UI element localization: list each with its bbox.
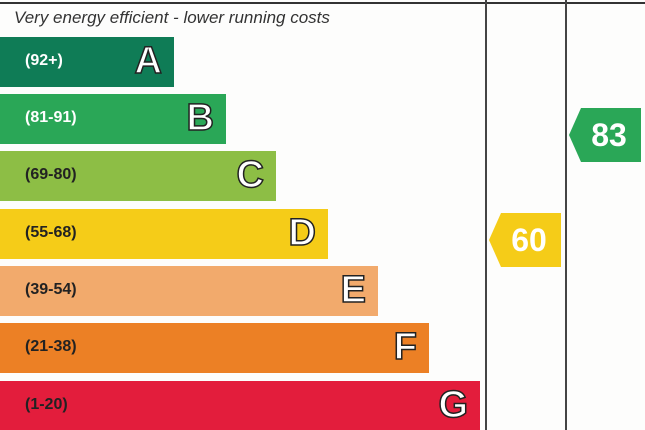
band-range: (1-20) (25, 396, 68, 413)
band-letter: D (288, 211, 317, 255)
band-bar-f: (21-38) F (0, 323, 429, 373)
potential-column-divider (565, 0, 567, 430)
band-letter: A (134, 39, 163, 83)
band-range: (69-80) (25, 166, 77, 183)
band-letter: B (186, 96, 215, 140)
band-letter: G (438, 383, 469, 427)
band-letter: C (236, 153, 265, 197)
chart-caption: Very energy efficient - lower running co… (14, 8, 330, 27)
potential-rating-arrow: 83 (569, 108, 641, 162)
band-bar-e: (39-54) E (0, 266, 378, 316)
current-rating-arrow: 60 (489, 213, 561, 267)
band-letter: F (393, 325, 418, 369)
band-range: (81-91) (25, 109, 77, 126)
band-range: (92+) (25, 52, 63, 69)
band-range: (39-54) (25, 281, 77, 298)
band-letter: E (340, 268, 367, 312)
band-range: (21-38) (25, 338, 77, 355)
top-border (0, 2, 645, 4)
band-range: (55-68) (25, 224, 77, 241)
band-bar-c: (69-80) C (0, 151, 276, 201)
band-bar-g: (1-20) G (0, 381, 480, 430)
current-column-divider (485, 0, 487, 430)
band-bar-a: (92+) A (0, 37, 174, 87)
band-bar-d: (55-68) D (0, 209, 328, 259)
band-bar-b: (81-91) B (0, 94, 226, 144)
